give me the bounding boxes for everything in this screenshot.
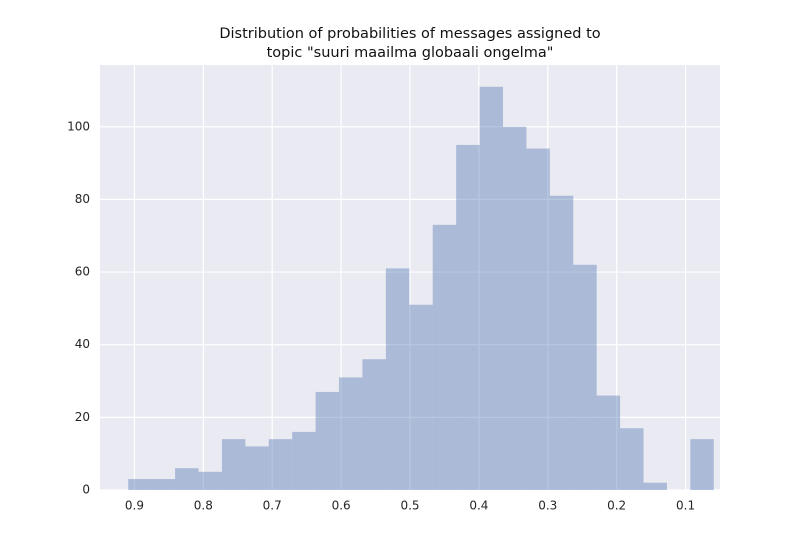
bar	[526, 148, 550, 491]
bar	[409, 304, 433, 490]
bar	[690, 439, 714, 490]
bar	[643, 482, 667, 490]
chart-title: topic "suuri maailma globaali ongelma"	[267, 45, 554, 61]
bar	[385, 268, 410, 490]
bar	[573, 264, 597, 490]
y-tick-label: 80	[75, 192, 90, 206]
bar	[339, 377, 363, 490]
x-tick-label: 0.8	[194, 499, 213, 513]
bar	[221, 439, 246, 490]
bar	[292, 431, 316, 490]
y-tick-label: 60	[75, 265, 90, 279]
chart-title: Distribution of probabilities of message…	[219, 26, 600, 42]
bar	[315, 391, 340, 490]
bar	[620, 428, 644, 490]
x-tick-label: 0.9	[125, 499, 144, 513]
y-tick-label: 20	[75, 410, 90, 424]
bar	[479, 86, 503, 491]
x-tick-label: 0.7	[263, 499, 282, 513]
bar	[151, 479, 176, 490]
x-tick-label: 0.6	[332, 499, 351, 513]
x-tick-label: 0.1	[676, 499, 695, 513]
bar	[456, 144, 480, 490]
y-tick-label: 100	[67, 119, 90, 133]
bar	[549, 195, 574, 490]
bar	[245, 446, 269, 490]
x-tick-label: 0.2	[607, 499, 626, 513]
bar	[198, 471, 222, 490]
y-tick-label: 40	[75, 337, 90, 351]
x-tick-label: 0.4	[469, 499, 488, 513]
bar	[503, 126, 527, 490]
bar	[175, 468, 199, 490]
y-tick-label: 0	[82, 483, 90, 497]
bar	[268, 439, 293, 490]
x-tick-label: 0.5	[400, 499, 419, 513]
bar	[596, 395, 621, 490]
x-tick-label: 0.3	[538, 499, 557, 513]
bar	[128, 479, 152, 490]
bar	[432, 224, 457, 491]
bar	[362, 359, 386, 490]
